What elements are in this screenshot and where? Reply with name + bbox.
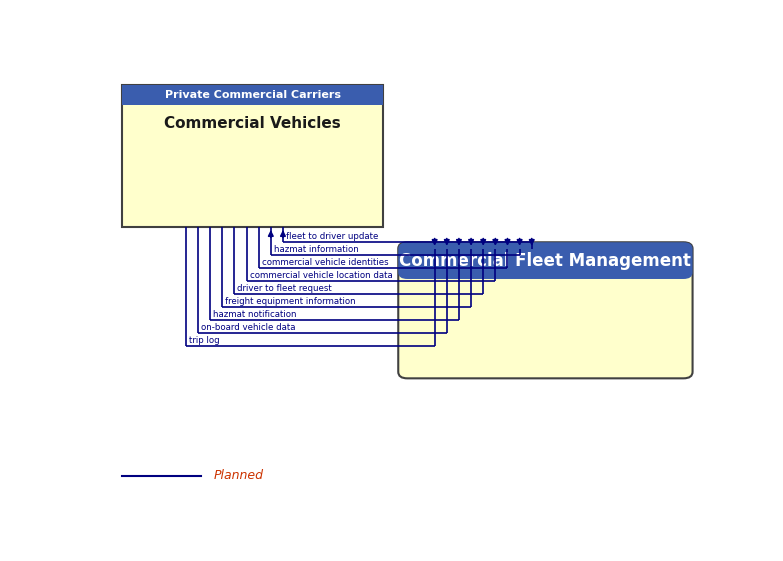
Text: hazmat notification: hazmat notification bbox=[213, 310, 297, 319]
Text: fleet to driver update: fleet to driver update bbox=[286, 232, 378, 241]
Text: Planned: Planned bbox=[213, 469, 263, 482]
FancyBboxPatch shape bbox=[399, 242, 693, 378]
FancyBboxPatch shape bbox=[399, 242, 693, 279]
Text: hazmat information: hazmat information bbox=[274, 245, 359, 254]
Text: on-board vehicle data: on-board vehicle data bbox=[201, 323, 295, 332]
Text: commercial vehicle location data: commercial vehicle location data bbox=[250, 271, 392, 280]
Text: Commercial Fleet Management: Commercial Fleet Management bbox=[399, 252, 691, 270]
Text: driver to fleet request: driver to fleet request bbox=[237, 284, 332, 293]
Bar bbox=[122, 85, 383, 105]
Text: Commercial Vehicles: Commercial Vehicles bbox=[164, 116, 341, 131]
Text: commercial vehicle identities: commercial vehicle identities bbox=[262, 258, 388, 267]
Bar bbox=[122, 85, 383, 227]
Text: freight equipment information: freight equipment information bbox=[226, 297, 356, 306]
Text: Private Commercial Carriers: Private Commercial Carriers bbox=[164, 90, 341, 100]
Bar bbox=[407, 259, 684, 273]
Text: trip log: trip log bbox=[189, 335, 219, 344]
